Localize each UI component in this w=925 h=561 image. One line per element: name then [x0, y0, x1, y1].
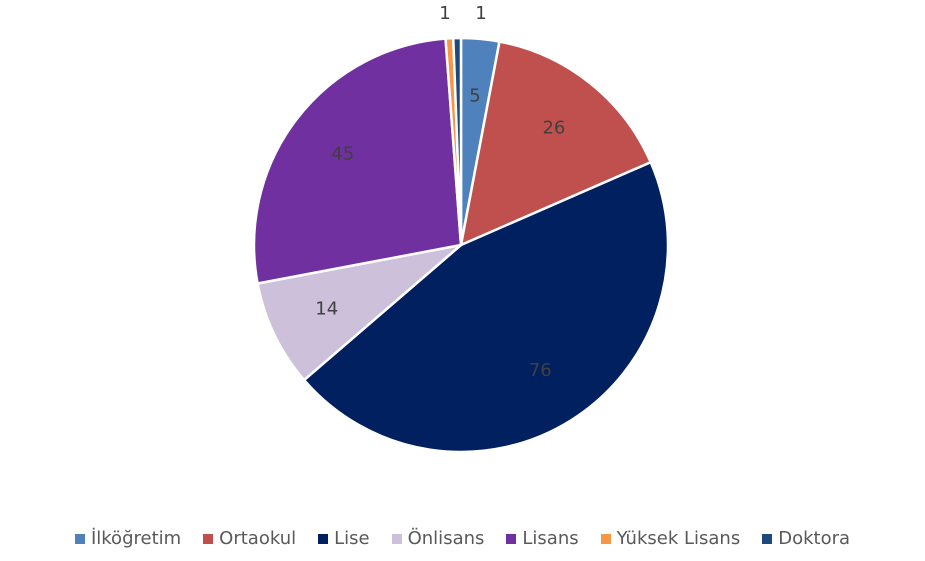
data-label: 14	[315, 299, 338, 320]
legend-label: Doktora	[778, 528, 851, 549]
data-label: 76	[529, 360, 552, 381]
legend-item: Önlisans	[391, 528, 485, 549]
legend-item: Yüksek Lisans	[600, 528, 741, 549]
data-label: 1	[439, 3, 450, 24]
legend-item: Lise	[318, 528, 370, 549]
pie-slice	[256, 242, 466, 382]
legend-swatch	[391, 533, 402, 544]
legend-swatch	[203, 533, 214, 544]
legend: İlköğretim Ortaokul Lise Önlisans Lisans Yüks…	[0, 528, 925, 549]
legend-item: Ortaokul	[203, 528, 296, 549]
pie-slice	[252, 37, 463, 285]
legend-swatch	[600, 533, 611, 544]
legend-label: İlköğretim	[90, 528, 182, 549]
pie-area: 5 26 76 14 45 1 1	[252, 3, 670, 454]
legend-swatch	[318, 533, 329, 544]
data-label: 5	[469, 86, 480, 107]
data-label: 26	[542, 117, 565, 138]
pie-slice	[302, 160, 670, 454]
pie-slice	[459, 40, 653, 248]
legend-label: Ortaokul	[219, 528, 297, 549]
legend-label: Önlisans	[407, 528, 485, 549]
pie-slice	[451, 36, 463, 246]
legend-item: Lisans	[506, 528, 579, 549]
data-label: 45	[331, 143, 354, 164]
legend-label: Lise	[334, 528, 370, 549]
legend-item: İlköğretim	[74, 528, 182, 549]
legend-label: Lisans	[522, 528, 579, 549]
legend-swatch	[762, 533, 773, 544]
legend-swatch	[506, 533, 517, 544]
legend-swatch	[74, 533, 85, 544]
legend-item: Doktora	[762, 528, 850, 549]
legend-label: Yüksek Lisans	[616, 528, 741, 549]
data-label: 1	[475, 3, 486, 24]
